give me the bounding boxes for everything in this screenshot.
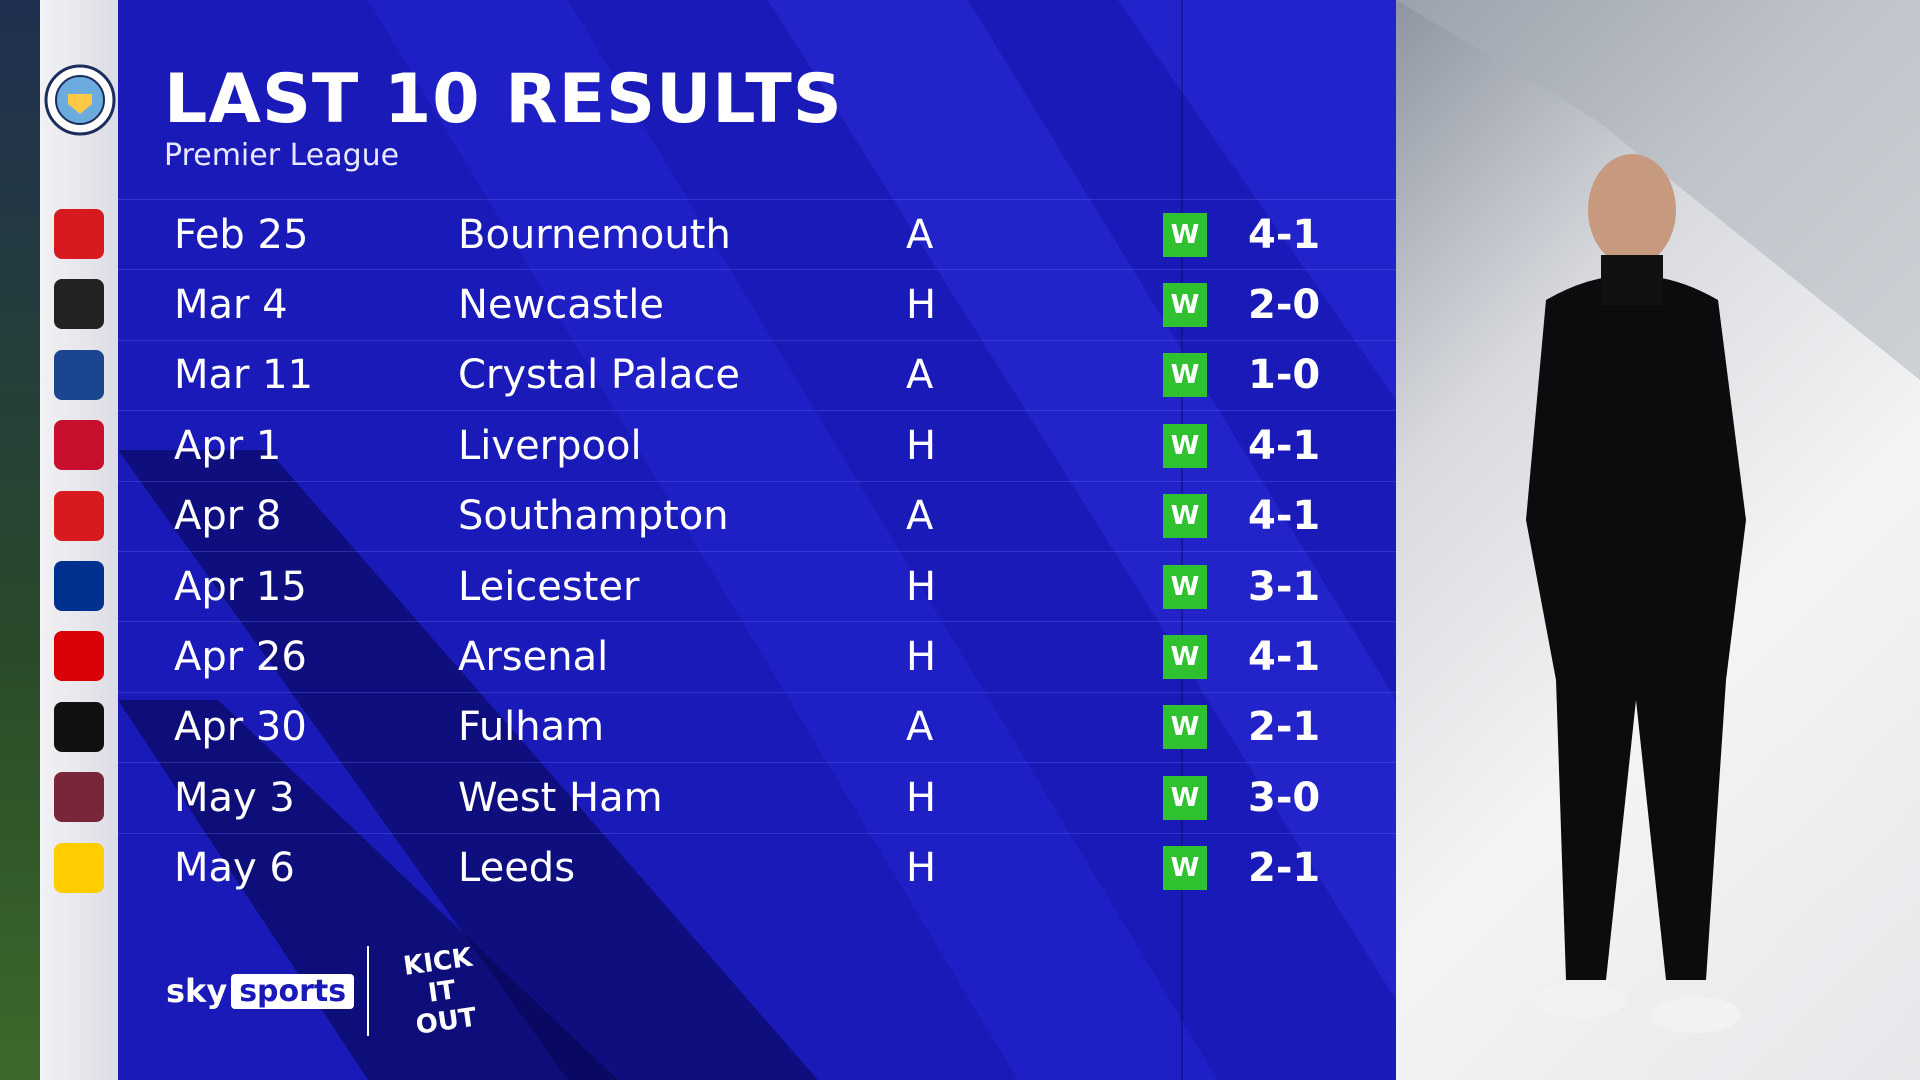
- background-stripes: [118, 0, 1396, 1080]
- fulham-crest-icon: [54, 701, 104, 752]
- opponent-name: Arsenal: [458, 634, 609, 681]
- result-badge: W: [1163, 635, 1207, 680]
- southampton-crest-icon: [54, 490, 104, 541]
- logo-divider: [367, 946, 369, 1036]
- result-badge: W: [1163, 423, 1207, 468]
- match-date: Feb 25: [174, 211, 309, 258]
- arsenal-crest-icon: [54, 631, 104, 682]
- result-badge: W: [1163, 564, 1207, 609]
- venue: A: [906, 352, 934, 399]
- venue: H: [906, 774, 937, 821]
- result-row: Apr 1 Liverpool H W 4-1: [118, 410, 1396, 480]
- newcastle-crest-icon: [54, 279, 104, 330]
- score: 4-1: [1248, 634, 1321, 681]
- result-badge: W: [1163, 353, 1207, 398]
- result-badge: W: [1163, 494, 1207, 539]
- stadium-background: [0, 0, 40, 1080]
- manager-photo: [1396, 0, 1920, 1080]
- match-date: May 3: [174, 774, 295, 821]
- result-badge: W: [1163, 705, 1207, 750]
- venue: A: [906, 493, 934, 540]
- crystal-palace-crest-icon: [54, 349, 104, 400]
- page-subtitle: Premier League: [164, 138, 400, 173]
- liverpool-crest-icon: [54, 420, 104, 471]
- result-badge: W: [1163, 775, 1207, 820]
- bournemouth-crest-icon: [54, 209, 104, 259]
- opponent-name: Leeds: [458, 845, 576, 892]
- result-row: Apr 26 Arsenal H W 4-1: [118, 621, 1396, 691]
- match-date: Mar 4: [174, 282, 288, 329]
- sky-text: sky: [166, 972, 228, 1010]
- opponent-name: Bournemouth: [458, 211, 731, 258]
- result-row: Mar 4 Newcastle H W 2-0: [118, 269, 1396, 339]
- result-row: Feb 25 Bournemouth A W 4-1: [118, 199, 1396, 269]
- opponent-name: Newcastle: [458, 282, 664, 329]
- venue: A: [906, 211, 934, 258]
- result-row: Apr 30 Fulham A W 2-1: [118, 691, 1396, 762]
- score: 3-1: [1248, 563, 1321, 610]
- match-date: Apr 8: [174, 493, 282, 540]
- manchester-city-crest-icon: [44, 64, 116, 136]
- score: 3-0: [1248, 774, 1321, 821]
- kick-it-out-text: KICK IT OUT: [401, 942, 479, 1041]
- opponent-name: Southampton: [458, 493, 729, 540]
- venue: H: [906, 282, 937, 329]
- venue: A: [906, 704, 934, 751]
- result-badge: W: [1163, 846, 1207, 891]
- results-panel: [118, 0, 1396, 1080]
- venue: H: [906, 634, 937, 681]
- score: 4-1: [1248, 493, 1321, 540]
- result-badge: W: [1163, 212, 1207, 257]
- score: 4-1: [1248, 422, 1321, 469]
- opponent-name: Liverpool: [458, 422, 642, 469]
- score: 2-1: [1248, 845, 1321, 892]
- opponent-name: West Ham: [458, 774, 663, 821]
- venue: H: [906, 563, 937, 610]
- result-row: Apr 8 Southampton A W 4-1: [118, 480, 1396, 551]
- column-divider: [1181, 0, 1183, 1080]
- match-date: Apr 30: [174, 704, 307, 751]
- manager-figure-icon: [1396, 0, 1920, 1033]
- match-date: Apr 15: [174, 563, 307, 610]
- venue: H: [906, 845, 937, 892]
- score: 2-0: [1248, 282, 1321, 329]
- score: 2-1: [1248, 704, 1321, 751]
- crest-column: [40, 0, 118, 1080]
- result-row: Apr 15 Leicester H W 3-1: [118, 551, 1396, 621]
- opponent-name: Fulham: [458, 704, 605, 751]
- score: 1-0: [1248, 352, 1321, 399]
- result-row: May 6 Leeds H W 2-1: [118, 832, 1396, 903]
- result-row: May 3 West Ham H W 3-0: [118, 762, 1396, 832]
- match-date: Apr 1: [174, 422, 282, 469]
- opponent-name: Leicester: [458, 563, 640, 610]
- result-badge: W: [1163, 283, 1207, 328]
- venue: H: [906, 422, 937, 469]
- west-ham-crest-icon: [54, 772, 104, 823]
- opponent-name: Crystal Palace: [458, 352, 740, 399]
- leeds-crest-icon: [54, 842, 104, 893]
- score: 4-1: [1248, 211, 1321, 258]
- page-title: LAST 10 RESULTS: [164, 60, 843, 139]
- result-row: Mar 11 Crystal Palace A W 1-0: [118, 339, 1396, 410]
- match-date: May 6: [174, 845, 295, 892]
- kick-it-out-logo: KICK IT OUT: [388, 940, 496, 1044]
- sports-text: sports: [231, 973, 355, 1009]
- leicester-crest-icon: [54, 561, 104, 611]
- sky-sports-logo: sky sports: [166, 972, 355, 1010]
- match-date: Mar 11: [174, 352, 314, 399]
- match-date: Apr 26: [174, 634, 307, 681]
